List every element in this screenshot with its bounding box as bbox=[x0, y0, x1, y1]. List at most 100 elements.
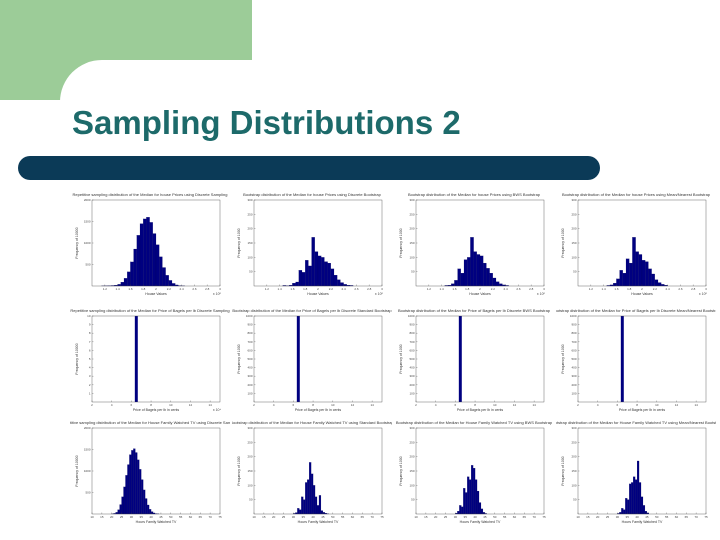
x-tick-label: 25 bbox=[444, 515, 448, 519]
x-tick-label: 20 bbox=[434, 515, 438, 519]
histogram-bar bbox=[480, 508, 484, 515]
histogram-bar bbox=[651, 273, 655, 287]
histogram-bar bbox=[451, 283, 455, 287]
x-axis-label: Hours Family Watched TV bbox=[622, 520, 663, 524]
histogram-panel-r2c4: Bootstrap distribution of the Median for… bbox=[556, 304, 716, 416]
histogram-bar bbox=[117, 509, 120, 515]
histogram-bar bbox=[625, 258, 630, 287]
x-tick-label: 35 bbox=[302, 515, 306, 519]
histogram-bar bbox=[648, 268, 652, 287]
y-axis-label: Frequency of 1000 bbox=[561, 344, 565, 373]
histogram-bar bbox=[343, 284, 347, 287]
y-tick-label: 1500 bbox=[84, 448, 91, 452]
histogram-bar bbox=[301, 272, 306, 287]
y-tick-label: 8 bbox=[89, 331, 91, 335]
histogram-bar bbox=[296, 316, 300, 402]
chart-title: Bootstrap distribution of the Median for… bbox=[408, 192, 541, 197]
histogram-panel-r1c1: Repetitive sampling distribution of the … bbox=[70, 188, 230, 300]
histogram-bar bbox=[489, 273, 493, 287]
x-tick-label: 45 bbox=[645, 515, 649, 519]
histogram-bar bbox=[642, 505, 646, 515]
x-tick-label: 25 bbox=[606, 515, 610, 519]
y-tick-label: 100 bbox=[409, 391, 414, 395]
x-axis-label: House Values bbox=[307, 292, 329, 296]
y-tick-label: 250 bbox=[409, 212, 414, 216]
y-tick-label: 200 bbox=[409, 227, 414, 231]
x-tick-label: 60 bbox=[513, 515, 517, 519]
y-axis-label: Frequency of 1000 bbox=[237, 228, 241, 257]
x-multiplier-label: x 10⁵ bbox=[213, 292, 222, 296]
x-tick-label: 14 bbox=[694, 403, 698, 407]
y-tick-label: 250 bbox=[409, 440, 414, 444]
x-axis-label: House Values bbox=[145, 292, 167, 296]
histogram-bar bbox=[155, 244, 160, 287]
x-tick-label: 10 bbox=[252, 515, 256, 519]
x-tick-label: 14 bbox=[370, 403, 374, 407]
x-tick-label: 20 bbox=[272, 515, 276, 519]
y-axis-label: Frequency of 1000 bbox=[399, 456, 403, 485]
x-tick-label: 50 bbox=[493, 515, 497, 519]
plot-frame bbox=[253, 427, 383, 515]
y-tick-label: 100 bbox=[409, 255, 414, 259]
x-tick-label: 12 bbox=[189, 403, 193, 407]
histogram-bar bbox=[463, 488, 466, 515]
histogram-bar bbox=[162, 267, 166, 287]
y-tick-label: 300 bbox=[409, 374, 414, 378]
slide-card bbox=[60, 60, 720, 540]
histogram-bar bbox=[303, 499, 306, 515]
x-tick-label: 1.2 bbox=[427, 287, 432, 291]
histogram-bar bbox=[311, 473, 314, 515]
histogram-bar bbox=[322, 512, 325, 515]
histogram-bar bbox=[475, 479, 478, 515]
histogram-bar bbox=[149, 509, 152, 515]
x-tick-label: 3 bbox=[219, 287, 221, 291]
y-tick-label: 700 bbox=[409, 340, 414, 344]
chart-title: Bootstrap distribution of the Median for… bbox=[232, 308, 392, 313]
slide-title: Sampling Distributions 2 bbox=[72, 104, 461, 141]
histogram-bar bbox=[470, 237, 474, 287]
y-tick-label: 500 bbox=[85, 263, 90, 267]
x-tick-label: 55 bbox=[341, 515, 345, 519]
histogram-bar bbox=[327, 262, 331, 287]
y-tick-label: 300 bbox=[571, 426, 576, 430]
y-tick-label: 600 bbox=[571, 348, 576, 352]
histogram-panel-r1c3: Bootstrap distribution of the Median for… bbox=[394, 188, 554, 300]
y-tick-label: 200 bbox=[247, 383, 252, 387]
y-tick-label: 200 bbox=[247, 455, 252, 459]
x-tick-label: 2.8 bbox=[691, 287, 696, 291]
x-tick-label: 1.2 bbox=[265, 287, 270, 291]
histogram-bar bbox=[152, 233, 157, 287]
histogram-bar bbox=[115, 512, 118, 515]
histogram-bar bbox=[473, 251, 477, 287]
x-tick-label: 55 bbox=[503, 515, 507, 519]
histogram-bar bbox=[460, 273, 465, 287]
histogram-bar bbox=[135, 452, 138, 515]
plot-frame bbox=[415, 315, 545, 403]
chart-title: Repetitive sampling distribution of the … bbox=[70, 420, 230, 425]
histogram-bar bbox=[171, 283, 176, 287]
histogram-bagels-mean-nearest-bootstrap: Bootstrap distribution of the Median for… bbox=[556, 308, 716, 412]
chart-title: Repetitive sampling distribution of the … bbox=[73, 192, 228, 197]
x-tick-label: 2 bbox=[415, 403, 417, 407]
x-tick-label: 65 bbox=[685, 515, 689, 519]
histogram-bar bbox=[121, 496, 124, 515]
y-tick-label: 1000 bbox=[246, 314, 253, 318]
x-tick-label: 70 bbox=[370, 515, 374, 519]
x-axis-label: Price of Bagels per lb in cents bbox=[619, 408, 666, 412]
y-tick-label: 700 bbox=[247, 340, 252, 344]
x-tick-label: 4 bbox=[435, 403, 437, 407]
histogram-bar bbox=[127, 271, 131, 287]
chart-title: Bootstrap distribution of the Median for… bbox=[243, 192, 381, 197]
histogram-bar bbox=[309, 462, 312, 515]
x-axis-label: House Values bbox=[631, 292, 653, 296]
x-axis-label: Hours Family Watched TV bbox=[298, 520, 339, 524]
x-tick-label: 65 bbox=[199, 515, 203, 519]
x-tick-label: 10 bbox=[655, 403, 659, 407]
x-tick-label: 1.2 bbox=[103, 287, 108, 291]
histogram-bar bbox=[479, 255, 484, 287]
y-tick-label: 600 bbox=[409, 348, 414, 352]
x-tick-label: 2.2 bbox=[653, 287, 658, 291]
histogram-bar bbox=[123, 278, 128, 287]
x-tick-label: 4 bbox=[273, 403, 275, 407]
histogram-bar bbox=[638, 482, 642, 515]
